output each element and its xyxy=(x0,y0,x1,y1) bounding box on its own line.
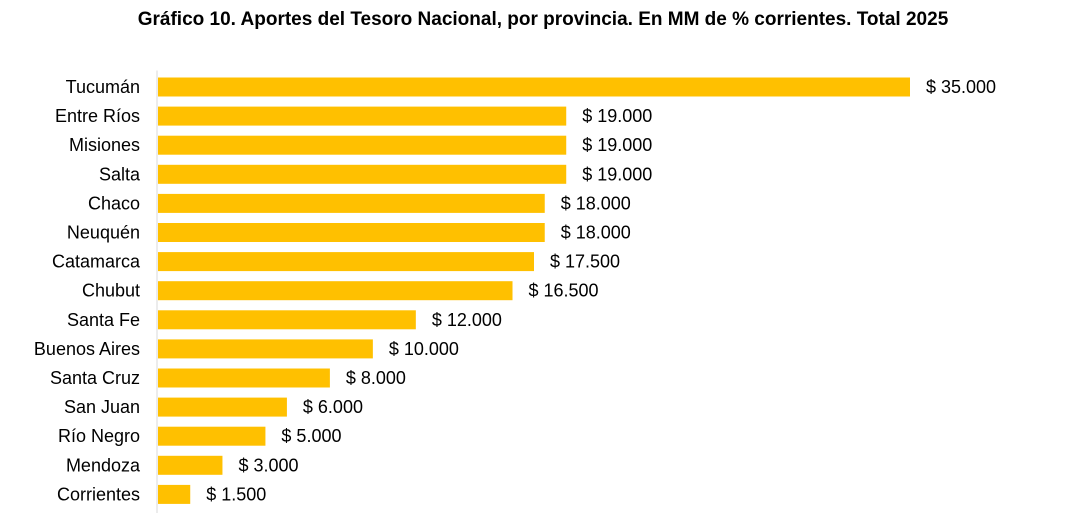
bar xyxy=(158,281,513,301)
data-label: $ 6.000 xyxy=(303,397,363,417)
bar xyxy=(158,397,287,417)
category-label: Neuquén xyxy=(67,223,140,243)
data-label: $ 12.000 xyxy=(432,310,502,330)
bar xyxy=(158,164,567,184)
data-label: $ 18.000 xyxy=(561,193,631,213)
category-label: Salta xyxy=(99,164,141,184)
category-label: San Juan xyxy=(64,397,140,417)
bar xyxy=(158,193,545,213)
bar xyxy=(158,77,910,97)
bar xyxy=(158,106,567,126)
category-label: Buenos Aires xyxy=(34,339,140,359)
data-label: $ 17.500 xyxy=(550,252,620,272)
chart-title: Gráfico 10. Aportes del Tesoro Nacional,… xyxy=(137,9,949,30)
data-label: $ 35.000 xyxy=(926,77,996,97)
data-label: $ 18.000 xyxy=(561,223,631,243)
category-label: Río Negro xyxy=(58,426,140,446)
category-label: Catamarca xyxy=(52,252,141,272)
bar xyxy=(158,484,191,504)
bar xyxy=(158,252,534,272)
data-label: $ 16.500 xyxy=(529,281,599,301)
category-label: Misiones xyxy=(69,135,140,155)
category-label: Corrientes xyxy=(57,484,140,504)
bar xyxy=(158,339,373,359)
bar xyxy=(158,310,416,330)
bar xyxy=(158,368,330,388)
bar xyxy=(158,223,545,242)
data-label: $ 19.000 xyxy=(582,135,652,155)
data-label: $ 10.000 xyxy=(389,339,459,359)
bar xyxy=(158,135,567,155)
data-label: $ 5.000 xyxy=(281,426,341,446)
data-label: $ 19.000 xyxy=(582,164,652,184)
data-label: $ 19.000 xyxy=(582,106,652,126)
category-label: Chaco xyxy=(88,193,140,213)
data-label: $ 8.000 xyxy=(346,368,406,388)
category-label: Chubut xyxy=(82,281,140,301)
category-label: Mendoza xyxy=(66,455,141,475)
category-label: Santa Cruz xyxy=(50,368,140,388)
category-label: Tucumán xyxy=(66,77,140,97)
bar xyxy=(158,426,266,446)
bar xyxy=(158,455,223,475)
category-label: Entre Ríos xyxy=(55,106,140,126)
category-label: Santa Fe xyxy=(67,310,140,330)
data-label: $ 1.500 xyxy=(206,484,266,504)
data-label: $ 3.000 xyxy=(238,455,298,475)
